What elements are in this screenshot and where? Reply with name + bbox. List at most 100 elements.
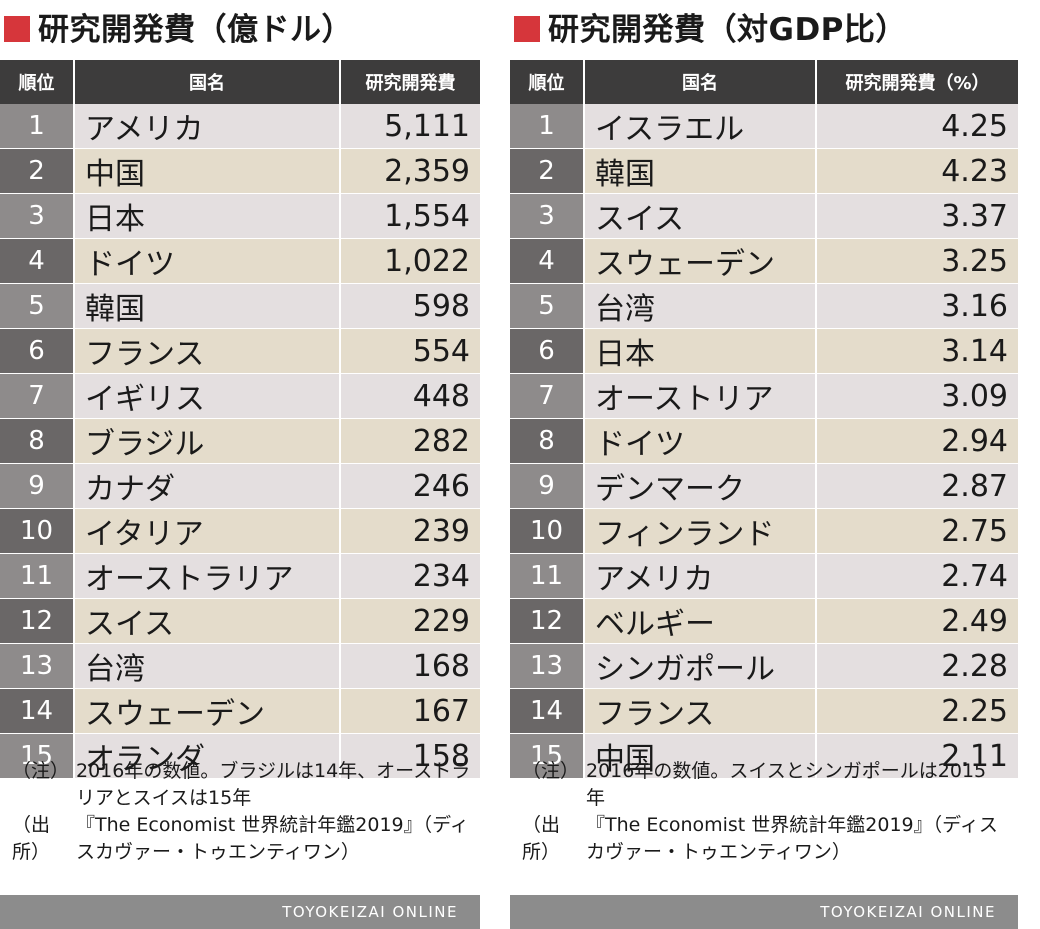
- rank-cell: 15: [510, 733, 585, 779]
- table-row: 5 韓国 598: [0, 283, 480, 329]
- table-row: 1 イスラエル 4.25: [510, 104, 1018, 149]
- note-label: （注）: [12, 760, 70, 782]
- value-cell: 2.25: [816, 688, 1018, 734]
- country-cell: ドイツ: [584, 418, 817, 464]
- note-text: 2016年の数値。ブラジルは14年、オーストラリアとスイスは15年: [76, 760, 471, 809]
- rank-cell: 11: [0, 553, 75, 599]
- notes: （注） 2016年の数値。スイスとシンガポールは2015年 （出所） 『The …: [522, 758, 1002, 866]
- chart-title: 研究開発費（対GDP比）: [514, 6, 907, 48]
- table-row: 9 デンマーク 2.87: [510, 463, 1018, 509]
- country-cell: 韓国: [74, 283, 341, 329]
- value-cell: 448: [340, 373, 480, 419]
- value-cell: 3.37: [816, 193, 1018, 239]
- notes: （注） 2016年の数値。ブラジルは14年、オーストラリアとスイスは15年 （出…: [12, 758, 480, 866]
- country-cell: カナダ: [74, 463, 341, 509]
- table-row: 4 ドイツ 1,022: [0, 238, 480, 284]
- value-cell: 2.87: [816, 463, 1018, 509]
- footer-credit: TOYOKEIZAI ONLINE: [510, 895, 1018, 929]
- table-row: 15 オランダ 158: [0, 733, 480, 779]
- table-row: 10 イタリア 239: [0, 508, 480, 554]
- note-text: 2016年の数値。スイスとシンガポールは2015年: [586, 760, 987, 809]
- table-row: 10 フィンランド 2.75: [510, 508, 1018, 554]
- value-cell: 2.11: [816, 733, 1018, 779]
- country-cell: フィンランド: [584, 508, 817, 554]
- rank-cell: 2: [510, 148, 585, 194]
- column-header-value: 研究開発費（%）: [816, 60, 1018, 104]
- source-text: 『The Economist 世界統計年鑑2019』（ディスカヴァー・トゥエンテ…: [76, 814, 469, 863]
- rd-gdp-ratio-panel: 研究開発費（対GDP比） 順位 国名 研究開発費（%） 1 イスラエル 4.25 2 韓…: [510, 0, 1022, 929]
- table-row: 12 スイス 229: [0, 598, 480, 644]
- value-cell: 1,022: [340, 238, 480, 284]
- table-row: 8 ドイツ 2.94: [510, 418, 1018, 464]
- country-cell: 台湾: [584, 283, 817, 329]
- rank-cell: 5: [0, 283, 75, 329]
- rd-spending-panel: 研究開発費（億ドル） 順位 国名 研究開発費 1 アメリカ 5,111 2 中国 2,35…: [0, 0, 484, 929]
- table-row: 4 スウェーデン 3.25: [510, 238, 1018, 284]
- rank-cell: 12: [510, 598, 585, 644]
- table-row: 2 中国 2,359: [0, 148, 480, 194]
- column-header-country: 国名: [74, 60, 341, 104]
- table-row: 1 アメリカ 5,111: [0, 104, 480, 149]
- rank-cell: 13: [510, 643, 585, 689]
- value-cell: 4.25: [816, 104, 1018, 149]
- rank-cell: 11: [510, 553, 585, 599]
- rank-cell: 5: [510, 283, 585, 329]
- value-cell: 5,111: [340, 104, 480, 149]
- chart-title: 研究開発費（億ドル）: [4, 6, 353, 48]
- table-row: 5 台湾 3.16: [510, 283, 1018, 329]
- value-cell: 554: [340, 328, 480, 374]
- source-label: （出所）: [522, 814, 561, 863]
- value-cell: 2.74: [816, 553, 1018, 599]
- value-cell: 2.28: [816, 643, 1018, 689]
- rank-cell: 10: [0, 508, 75, 554]
- note: （注） 2016年の数値。ブラジルは14年、オーストラリアとスイスは15年: [12, 758, 480, 812]
- rank-cell: 15: [0, 733, 75, 779]
- column-header-rank: 順位: [510, 60, 585, 104]
- country-cell: アメリカ: [74, 104, 341, 149]
- red-square-icon: [4, 16, 30, 42]
- rank-cell: 1: [0, 104, 75, 149]
- ranking-table: 順位 国名 研究開発費 1 アメリカ 5,111 2 中国 2,359 3 日本 1,554 4 ド…: [0, 60, 480, 779]
- table-row: 7 オーストリア 3.09: [510, 373, 1018, 419]
- country-cell: ブラジル: [74, 418, 341, 464]
- column-header-value: 研究開発費: [340, 60, 480, 104]
- rank-cell: 9: [0, 463, 75, 509]
- source-label: （出所）: [12, 814, 51, 863]
- value-cell: 167: [340, 688, 480, 734]
- source-text: 『The Economist 世界統計年鑑2019』（ディスカヴァー・トゥエンテ…: [586, 814, 998, 863]
- table-row: 3 スイス 3.37: [510, 193, 1018, 239]
- country-cell: 中国: [74, 148, 341, 194]
- footer-credit: TOYOKEIZAI ONLINE: [0, 895, 480, 929]
- rank-cell: 4: [510, 238, 585, 284]
- rank-cell: 14: [0, 688, 75, 734]
- table-row: 14 フランス 2.25: [510, 688, 1018, 734]
- table-header-row: 順位 国名 研究開発費: [0, 60, 480, 104]
- rank-cell: 8: [510, 418, 585, 464]
- country-cell: オーストラリア: [74, 553, 341, 599]
- value-cell: 598: [340, 283, 480, 329]
- value-cell: 3.14: [816, 328, 1018, 374]
- country-cell: スウェーデン: [584, 238, 817, 284]
- rank-cell: 3: [510, 193, 585, 239]
- value-cell: 158: [340, 733, 480, 779]
- value-cell: 3.16: [816, 283, 1018, 329]
- country-cell: スイス: [74, 598, 341, 644]
- rank-cell: 3: [0, 193, 75, 239]
- country-cell: イギリス: [74, 373, 341, 419]
- country-cell: イスラエル: [584, 104, 817, 149]
- value-cell: 229: [340, 598, 480, 644]
- value-cell: 168: [340, 643, 480, 689]
- rank-cell: 7: [510, 373, 585, 419]
- country-cell: オーストリア: [584, 373, 817, 419]
- value-cell: 1,554: [340, 193, 480, 239]
- table-body: 1 アメリカ 5,111 2 中国 2,359 3 日本 1,554 4 ドイツ 1,022 5 韓国 59…: [0, 104, 480, 779]
- column-header-rank: 順位: [0, 60, 75, 104]
- rank-cell: 4: [0, 238, 75, 284]
- country-cell: デンマーク: [584, 463, 817, 509]
- value-cell: 3.25: [816, 238, 1018, 284]
- value-cell: 2,359: [340, 148, 480, 194]
- table-row: 13 台湾 168: [0, 643, 480, 689]
- table-row: 6 フランス 554: [0, 328, 480, 374]
- country-cell: シンガポール: [584, 643, 817, 689]
- country-cell: 日本: [74, 193, 341, 239]
